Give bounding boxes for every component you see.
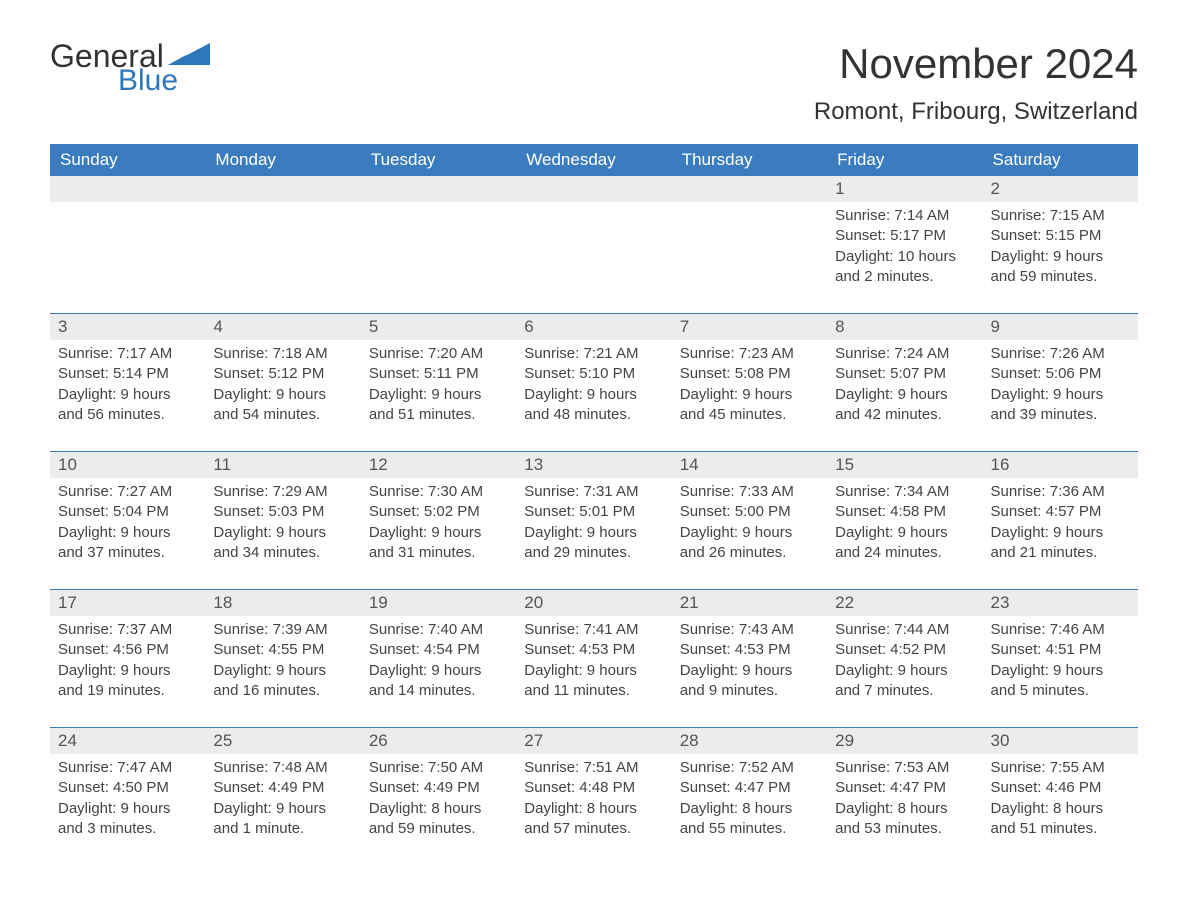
day-number: 7 — [672, 314, 827, 340]
empty-cell — [50, 202, 205, 314]
day-detail-row: Sunrise: 7:14 AMSunset: 5:17 PMDaylight:… — [50, 202, 1138, 314]
day-detail: Sunrise: 7:46 AMSunset: 4:51 PMDaylight:… — [983, 616, 1138, 728]
weekday-header-row: Sunday Monday Tuesday Wednesday Thursday… — [50, 144, 1138, 176]
logo: General Blue — [50, 40, 210, 96]
weekday-header: Tuesday — [361, 144, 516, 176]
day-detail: Sunrise: 7:47 AMSunset: 4:50 PMDaylight:… — [50, 754, 205, 847]
day-number: 2 — [983, 176, 1138, 202]
weekday-header: Sunday — [50, 144, 205, 176]
empty-cell — [361, 176, 516, 202]
day-detail: Sunrise: 7:48 AMSunset: 4:49 PMDaylight:… — [205, 754, 360, 847]
day-number: 29 — [827, 728, 982, 754]
day-detail: Sunrise: 7:18 AMSunset: 5:12 PMDaylight:… — [205, 340, 360, 452]
day-number: 14 — [672, 452, 827, 478]
day-detail: Sunrise: 7:36 AMSunset: 4:57 PMDaylight:… — [983, 478, 1138, 590]
day-detail: Sunrise: 7:39 AMSunset: 4:55 PMDaylight:… — [205, 616, 360, 728]
day-number-row: 3456789 — [50, 314, 1138, 340]
empty-cell — [516, 176, 671, 202]
day-detail-row: Sunrise: 7:17 AMSunset: 5:14 PMDaylight:… — [50, 340, 1138, 452]
empty-cell — [205, 202, 360, 314]
day-number: 5 — [361, 314, 516, 340]
day-detail: Sunrise: 7:31 AMSunset: 5:01 PMDaylight:… — [516, 478, 671, 590]
day-detail: Sunrise: 7:52 AMSunset: 4:47 PMDaylight:… — [672, 754, 827, 847]
month-title: November 2024 — [814, 40, 1138, 88]
day-number: 23 — [983, 590, 1138, 616]
day-detail: Sunrise: 7:26 AMSunset: 5:06 PMDaylight:… — [983, 340, 1138, 452]
day-detail: Sunrise: 7:51 AMSunset: 4:48 PMDaylight:… — [516, 754, 671, 847]
empty-cell — [50, 176, 205, 202]
day-detail: Sunrise: 7:43 AMSunset: 4:53 PMDaylight:… — [672, 616, 827, 728]
day-number: 12 — [361, 452, 516, 478]
day-number: 11 — [205, 452, 360, 478]
day-number: 26 — [361, 728, 516, 754]
day-detail: Sunrise: 7:15 AMSunset: 5:15 PMDaylight:… — [983, 202, 1138, 314]
empty-cell — [672, 176, 827, 202]
day-detail: Sunrise: 7:53 AMSunset: 4:47 PMDaylight:… — [827, 754, 982, 847]
day-number: 21 — [672, 590, 827, 616]
logo-text-blue: Blue — [118, 66, 210, 96]
day-detail: Sunrise: 7:50 AMSunset: 4:49 PMDaylight:… — [361, 754, 516, 847]
day-number: 24 — [50, 728, 205, 754]
day-number-row: 17181920212223 — [50, 590, 1138, 616]
empty-cell — [205, 176, 360, 202]
day-number-row: 10111213141516 — [50, 452, 1138, 478]
day-detail: Sunrise: 7:20 AMSunset: 5:11 PMDaylight:… — [361, 340, 516, 452]
day-number: 18 — [205, 590, 360, 616]
weekday-header: Saturday — [983, 144, 1138, 176]
day-number: 17 — [50, 590, 205, 616]
day-number: 10 — [50, 452, 205, 478]
day-detail: Sunrise: 7:34 AMSunset: 4:58 PMDaylight:… — [827, 478, 982, 590]
day-number-row: 12 — [50, 176, 1138, 202]
day-detail: Sunrise: 7:23 AMSunset: 5:08 PMDaylight:… — [672, 340, 827, 452]
day-number: 13 — [516, 452, 671, 478]
day-number: 22 — [827, 590, 982, 616]
day-number: 20 — [516, 590, 671, 616]
empty-cell — [361, 202, 516, 314]
day-number: 27 — [516, 728, 671, 754]
day-detail: Sunrise: 7:21 AMSunset: 5:10 PMDaylight:… — [516, 340, 671, 452]
day-detail: Sunrise: 7:29 AMSunset: 5:03 PMDaylight:… — [205, 478, 360, 590]
day-number: 6 — [516, 314, 671, 340]
day-number: 25 — [205, 728, 360, 754]
day-number: 16 — [983, 452, 1138, 478]
day-detail: Sunrise: 7:40 AMSunset: 4:54 PMDaylight:… — [361, 616, 516, 728]
day-detail-row: Sunrise: 7:27 AMSunset: 5:04 PMDaylight:… — [50, 478, 1138, 590]
day-detail-row: Sunrise: 7:37 AMSunset: 4:56 PMDaylight:… — [50, 616, 1138, 728]
weekday-header: Thursday — [672, 144, 827, 176]
day-number-row: 24252627282930 — [50, 728, 1138, 754]
day-detail: Sunrise: 7:24 AMSunset: 5:07 PMDaylight:… — [827, 340, 982, 452]
day-detail: Sunrise: 7:44 AMSunset: 4:52 PMDaylight:… — [827, 616, 982, 728]
day-number: 3 — [50, 314, 205, 340]
day-number: 9 — [983, 314, 1138, 340]
day-detail: Sunrise: 7:27 AMSunset: 5:04 PMDaylight:… — [50, 478, 205, 590]
empty-cell — [516, 202, 671, 314]
day-detail: Sunrise: 7:14 AMSunset: 5:17 PMDaylight:… — [827, 202, 982, 314]
day-detail: Sunrise: 7:55 AMSunset: 4:46 PMDaylight:… — [983, 754, 1138, 847]
weekday-header: Wednesday — [516, 144, 671, 176]
day-number: 1 — [827, 176, 982, 202]
weekday-header: Friday — [827, 144, 982, 176]
day-number: 28 — [672, 728, 827, 754]
weekday-header: Monday — [205, 144, 360, 176]
page-header: General Blue November 2024 Romont, Fribo… — [50, 40, 1138, 126]
calendar-table: Sunday Monday Tuesday Wednesday Thursday… — [50, 144, 1138, 847]
empty-cell — [672, 202, 827, 314]
day-detail-row: Sunrise: 7:47 AMSunset: 4:50 PMDaylight:… — [50, 754, 1138, 847]
day-detail: Sunrise: 7:33 AMSunset: 5:00 PMDaylight:… — [672, 478, 827, 590]
day-detail: Sunrise: 7:30 AMSunset: 5:02 PMDaylight:… — [361, 478, 516, 590]
day-number: 4 — [205, 314, 360, 340]
day-number: 15 — [827, 452, 982, 478]
day-detail: Sunrise: 7:37 AMSunset: 4:56 PMDaylight:… — [50, 616, 205, 728]
day-number: 8 — [827, 314, 982, 340]
day-detail: Sunrise: 7:41 AMSunset: 4:53 PMDaylight:… — [516, 616, 671, 728]
day-number: 19 — [361, 590, 516, 616]
day-number: 30 — [983, 728, 1138, 754]
day-detail: Sunrise: 7:17 AMSunset: 5:14 PMDaylight:… — [50, 340, 205, 452]
location-subtitle: Romont, Fribourg, Switzerland — [814, 98, 1138, 126]
